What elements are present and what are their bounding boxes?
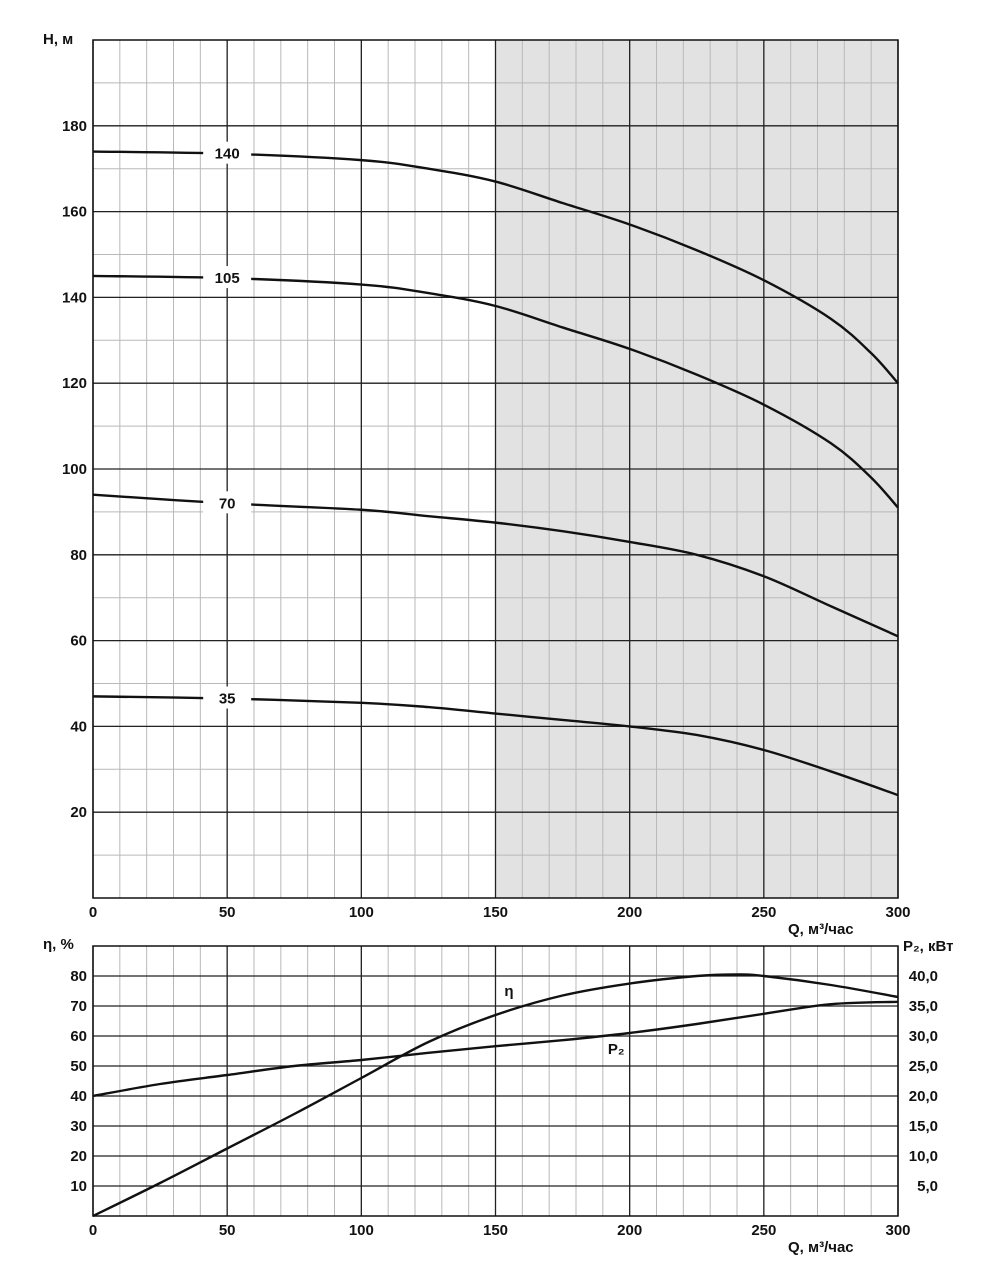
head-x-tick-label: 150: [483, 904, 508, 921]
eff-y-tick-label: 30: [70, 1118, 87, 1135]
head-x-tick-label: 300: [885, 904, 910, 921]
head-y-tick-label: 140: [62, 289, 87, 306]
head-x-tick-label: 250: [751, 904, 776, 921]
head-plot-frame: [92, 39, 899, 899]
curve-label-70: 70: [219, 495, 236, 512]
power-y-tick-label: 25,0: [909, 1058, 938, 1075]
eff-x-tick-label: 200: [617, 1222, 642, 1239]
curve-label-105: 105: [215, 270, 240, 287]
power-y-tick-label: 15,0: [909, 1118, 938, 1135]
head-y-tick-label: 100: [62, 461, 87, 478]
power-y-tick-labels: 5,0 10,0 15,0 20,0 25,0 30,0 35,0 40,0: [909, 968, 938, 1195]
eff-plot-frame: [92, 945, 899, 1217]
eff-y-tick-label: 60: [70, 1028, 87, 1045]
head-y-tick-label: 20: [70, 804, 87, 821]
head-curve-70: [92, 493, 899, 638]
power-curve: [92, 1000, 899, 1098]
eff-y-tick-label: 20: [70, 1148, 87, 1165]
head-y-tick-label: 160: [62, 204, 87, 221]
head-x-tick-label: 0: [89, 904, 97, 921]
head-y-tick-labels: 20 40 60 80 100 120 140 160 180: [62, 118, 87, 821]
head-y-tick-label: 60: [70, 633, 87, 650]
head-y-axis-label: H, м: [43, 31, 73, 48]
head-curves: [92, 150, 899, 797]
head-x-tick-label: 200: [617, 904, 642, 921]
eff-y-tick-label: 50: [70, 1058, 87, 1075]
power-y-tick-label: 5,0: [917, 1178, 938, 1195]
head-y-tick-label: 120: [62, 375, 87, 392]
eff-power-curves: [92, 973, 899, 1218]
power-y-tick-label: 20,0: [909, 1088, 938, 1105]
eff-x-tick-label: 50: [219, 1222, 236, 1239]
eff-x-tick-label: 150: [483, 1222, 508, 1239]
eff-x-tick-label: 0: [89, 1222, 97, 1239]
curve-label-bg-140: [203, 141, 252, 164]
eff-y-tick-label: 40: [70, 1088, 87, 1105]
curve-label-35: 35: [219, 691, 236, 708]
head-x-tick-labels: 0 50 100 150 200 250 300: [89, 904, 911, 921]
efficiency-power-chart: η P₂ 10 20 30 40 50 60 70 80 5,0 10,0 15,0 20,0 25,0…: [43, 936, 954, 1256]
head-y-tick-label: 40: [70, 718, 87, 735]
head-curve-140: [92, 150, 899, 384]
eff-y-tick-labels: 10 20 30 40 50 60 70 80: [70, 968, 87, 1195]
efficiency-curve: [92, 973, 899, 1218]
head-x-tick-label: 50: [219, 904, 236, 921]
power-y-tick-label: 30,0: [909, 1028, 938, 1045]
head-y-tick-label: 80: [70, 547, 87, 564]
eff-y-tick-label: 10: [70, 1178, 87, 1195]
eff-y-axis-label: η, %: [43, 936, 74, 953]
head-chart: 140 105 70 35 20 40 60 80 100 120 140 160 180 0 50 10…: [43, 31, 911, 938]
curve-label-bg-35: [203, 686, 252, 709]
power-y-axis-label: P₂, кВт: [903, 938, 954, 955]
head-curve-35: [92, 695, 899, 797]
curve-label-bg-70: [203, 491, 252, 514]
eff-y-tick-label: 70: [70, 998, 87, 1015]
head-y-tick-label: 180: [62, 118, 87, 135]
efficiency-curve-label: η: [504, 983, 513, 1000]
eff-x-tick-label: 250: [751, 1222, 776, 1239]
eff-x-tick-label: 300: [885, 1222, 910, 1239]
head-curve-labels: 140 105 70 35: [203, 141, 252, 709]
eff-major-grid: [92, 946, 899, 1216]
power-y-tick-label: 40,0: [909, 968, 938, 985]
head-curve-105: [92, 274, 899, 509]
eff-x-tick-label: 100: [349, 1222, 374, 1239]
eff-power-curve-labels: η P₂: [504, 983, 624, 1058]
curve-label-bg-105: [203, 266, 252, 289]
power-curve-label: P₂: [608, 1041, 625, 1058]
eff-x-tick-labels: 0 50 100 150 200 250 300: [89, 1222, 911, 1239]
power-y-tick-label: 10,0: [909, 1148, 938, 1165]
power-y-tick-label: 35,0: [909, 998, 938, 1015]
curve-label-140: 140: [215, 146, 240, 163]
head-x-tick-label: 100: [349, 904, 374, 921]
eff-y-tick-label: 80: [70, 968, 87, 985]
head-x-axis-label: Q, м³/час: [788, 921, 854, 938]
eff-x-axis-label: Q, м³/час: [788, 1239, 854, 1256]
